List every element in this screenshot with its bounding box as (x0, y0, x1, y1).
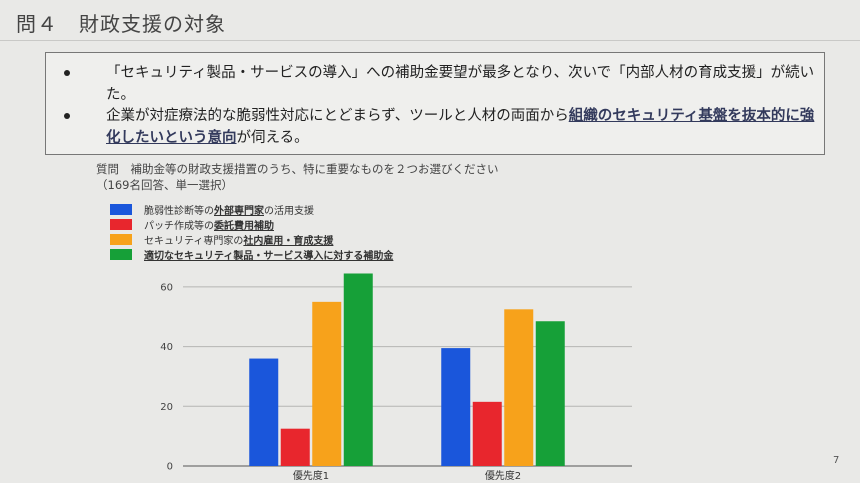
bar (472, 401, 502, 466)
summary-bullet-2-pre: 企業が対症療法的な脆弱性対応にとどまらず、ツールと人材の両面から (106, 108, 569, 124)
bullet-dot-icon (64, 113, 70, 119)
legend-label: 適切なセキュリティ製品・サービス導入に対する補助金 (144, 247, 393, 262)
legend-label-pre: 脆弱性診断等の (144, 206, 214, 217)
bar (280, 428, 310, 466)
x-tick-label: 優先度1 (293, 469, 329, 482)
legend-label-emphasis: 委託費用補助 (214, 221, 274, 232)
legend-label-pre: パッチ作成等の (144, 221, 214, 232)
legend-label-emphasis: 社内雇用・育成支援 (243, 236, 334, 247)
legend-label-emphasis: 外部専門家 (214, 206, 264, 217)
slide-title: 問４ 財政支援の対象 (16, 12, 226, 36)
bar (441, 348, 471, 466)
summary-bullet-2-text: 企業が対症療法的な脆弱性対応にとどまらず、ツールと人材の両面から組織のセキュリテ… (106, 105, 818, 149)
bar (312, 301, 342, 466)
bullet-dot-icon (64, 70, 70, 76)
bar (504, 309, 534, 466)
bar (343, 273, 373, 466)
y-tick-label: 40 (160, 342, 173, 353)
y-tick-label: 0 (167, 462, 173, 473)
legend-label-pre: セキュリティ専門家の (144, 236, 244, 247)
question-note: （169名回答、単一選択） (96, 178, 233, 192)
legend-label: 脆弱性診断等の外部専門家の活用支援 (144, 202, 314, 217)
legend-label: セキュリティ専門家の社内雇用・育成支援 (144, 232, 333, 247)
bar (249, 358, 279, 466)
question-text: 質問 補助金等の財政支援措置のうち、特に重要なものを２つお選びください (96, 162, 499, 176)
summary-bullet-2-emphasis: 組織のセキュリティ基盤を抜本的に強化したいという意向 (106, 108, 815, 146)
summary-bullet-2-post: が伺える。 (236, 130, 309, 146)
y-tick-label: 20 (160, 402, 173, 413)
summary-bullet-1-text: 「セキュリティ製品・サービスの導入」への補助金要望が最多となり、次いで「内部人材… (106, 65, 815, 103)
bar (535, 321, 565, 466)
legend-swatch (110, 219, 132, 230)
legend-label: パッチ作成等の委託費用補助 (144, 217, 274, 232)
x-tick-label: 優先度2 (485, 469, 521, 482)
survey-question: 質問 補助金等の財政支援措置のうち、特に重要なものを２つお選びください （169… (96, 161, 499, 193)
summary-bullet-2: 企業が対症療法的な脆弱性対応にとどまらず、ツールと人材の両面から組織のセキュリテ… (64, 105, 814, 149)
legend-label-emphasis: 適切なセキュリティ製品・サービス導入に対する補助金 (144, 251, 394, 262)
y-tick-label: 60 (160, 282, 173, 293)
legend-swatch (110, 249, 132, 260)
summary-box: 「セキュリティ製品・サービスの導入」への補助金要望が最多となり、次いで「内部人材… (45, 52, 825, 155)
summary-bullet-1: 「セキュリティ製品・サービスの導入」への補助金要望が最多となり、次いで「内部人材… (64, 62, 814, 106)
legend-swatch (110, 204, 132, 215)
title-divider (0, 40, 860, 41)
page-number: 7 (833, 455, 840, 466)
legend-label-post: の活用支援 (264, 206, 314, 217)
legend-swatch (110, 234, 132, 245)
